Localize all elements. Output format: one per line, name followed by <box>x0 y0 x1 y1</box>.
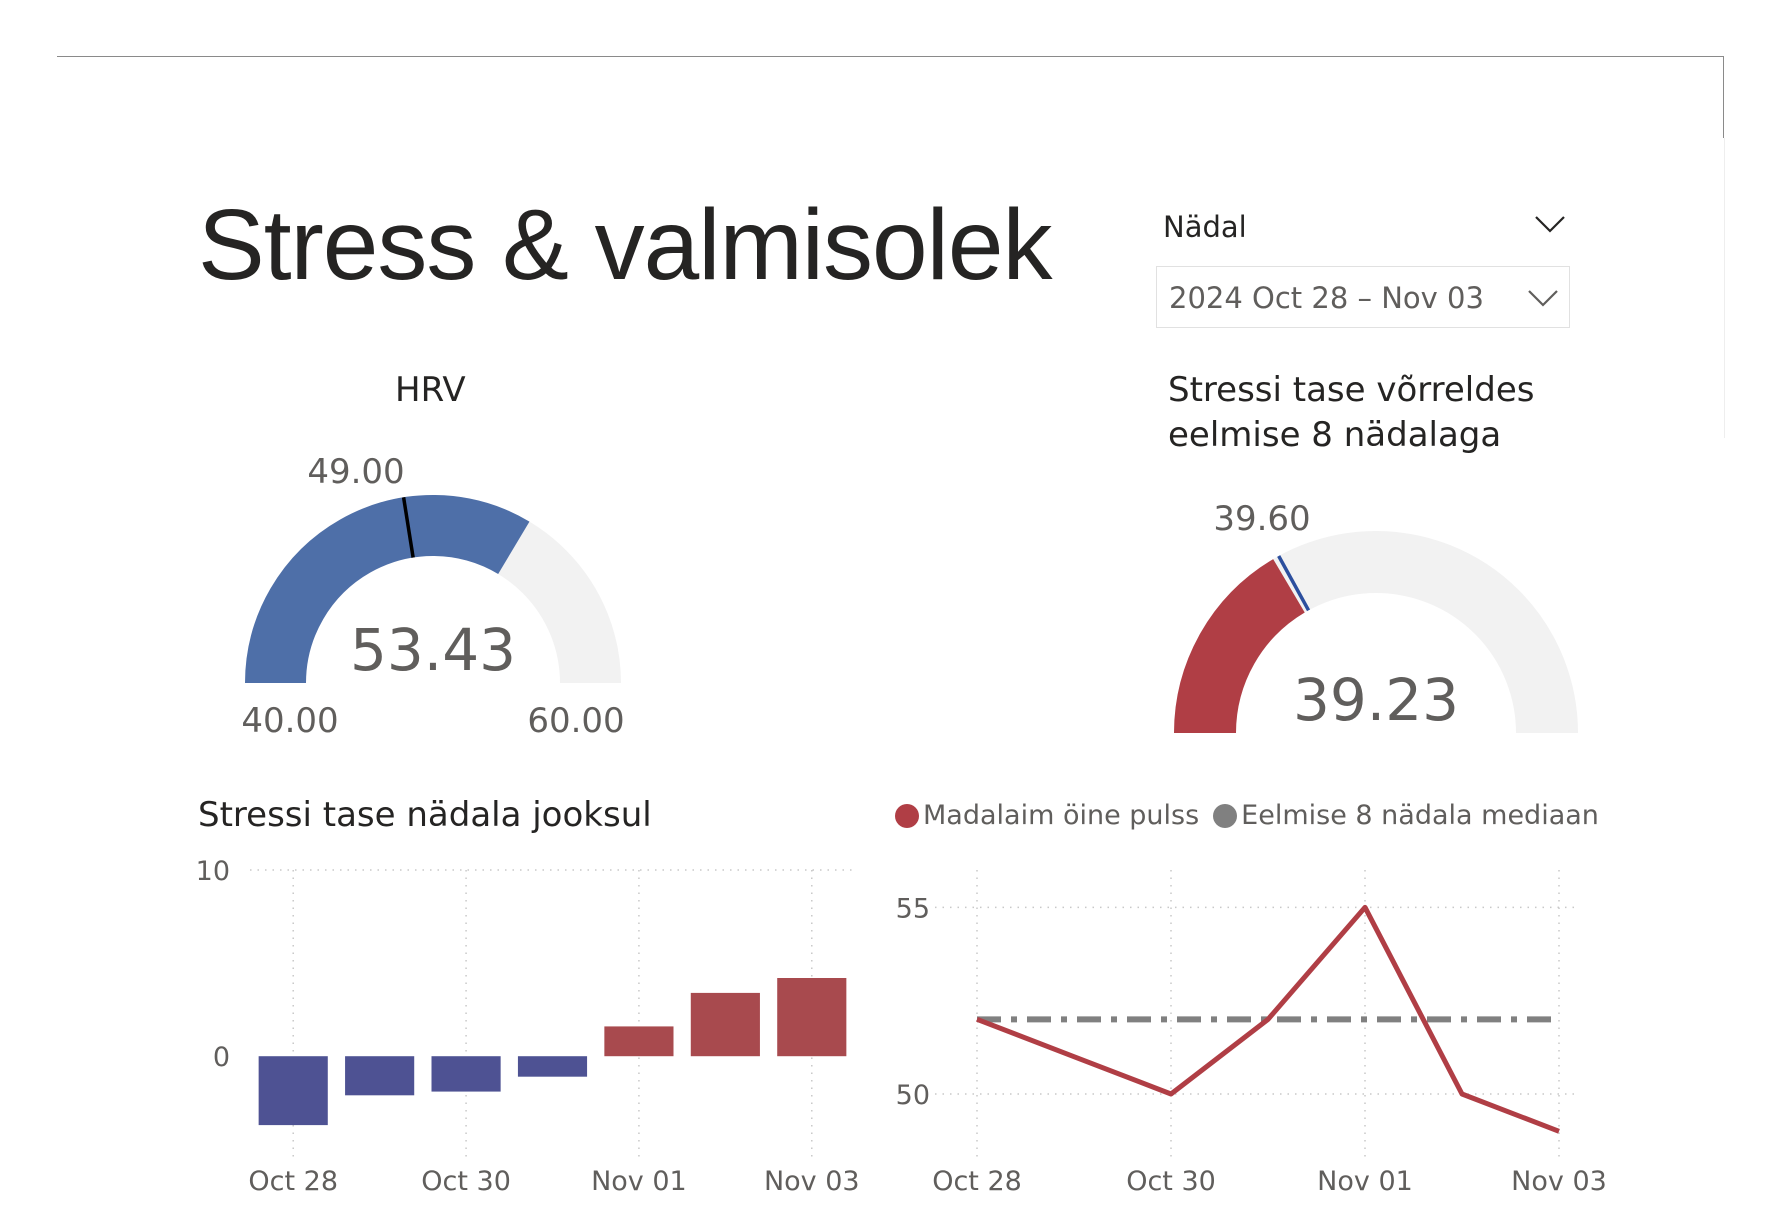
bar-chart-bar <box>517 1056 588 1077</box>
bar-chart-x-tick-label: Oct 30 <box>421 1166 511 1197</box>
hrv-gauge-track <box>245 495 621 684</box>
page-title: Stress & valmisolek <box>198 189 1052 301</box>
week-dropdown[interactable]: 2024 Oct 28 – Nov 03 <box>1156 266 1570 328</box>
bar-chart-bar <box>777 978 847 1057</box>
hrv-gauge-min-label: 40.00 <box>241 701 338 741</box>
bar-chart-bar <box>604 1026 674 1057</box>
bar-chart-bar <box>345 1056 415 1096</box>
week-dropdown-value: 2024 Oct 28 – Nov 03 <box>1169 281 1484 315</box>
bar-chart-y-tick-label: 10 <box>196 856 230 887</box>
line-chart-x-tick-label: Oct 28 <box>932 1166 1022 1197</box>
report-frame-right-border <box>1723 56 1724 138</box>
line-chart-series-resting-pulse <box>976 904 1560 1134</box>
line-chart-x-tick-label: Oct 30 <box>1126 1166 1216 1197</box>
stress-gauge-title-line2: eelmise 8 nädalaga <box>1168 415 1502 455</box>
bar-chart-bar <box>431 1056 501 1092</box>
line-chart-y-tick-label: 50 <box>896 1080 930 1111</box>
stress-gauge-target-marker <box>1277 555 1311 612</box>
legend-item-median[interactable]: Eelmise 8 nädala mediaan <box>1213 800 1599 831</box>
bar-chart-bar <box>258 1056 328 1126</box>
report-frame-faint-border <box>1724 138 1725 438</box>
hrv-gauge-fill <box>245 495 530 684</box>
bar-chart-title: Stressi tase nädala jooksul <box>198 795 652 835</box>
bar-chart-x-tick-label: Oct 28 <box>248 1166 338 1197</box>
bar-chart-x-tick-label: Nov 03 <box>764 1166 860 1197</box>
legend-dot <box>895 803 919 828</box>
line-chart-x-tick-label: Nov 01 <box>1317 1166 1413 1197</box>
legend-label: Madalaim öine pulss <box>923 800 1200 831</box>
week-slicer-label: Nädal <box>1163 210 1247 244</box>
bar-chart-x-tick-label: Nov 01 <box>591 1166 687 1197</box>
legend-label: Eelmise 8 nädala mediaan <box>1241 800 1599 831</box>
stress-gauge-value-label: 39.23 <box>1293 666 1459 734</box>
stress-gauge-title-line1: Stressi tase võrreldes <box>1168 370 1535 410</box>
hrv-gauge-title: HRV <box>395 370 466 410</box>
line-chart-legend: Madalaim öine pulss Eelmise 8 nädala med… <box>895 800 1613 831</box>
bar-chart-bar <box>690 992 760 1057</box>
hrv-gauge-max-label: 60.00 <box>527 701 624 741</box>
stress-gauge-target-label: 39.60 <box>1213 499 1310 539</box>
hrv-gauge-target-label: 49.00 <box>307 452 404 492</box>
chevron-down-icon[interactable] <box>1525 286 1561 310</box>
line-chart-x-tick-label: Nov 03 <box>1511 1166 1607 1197</box>
bar-chart-y-tick-label: 0 <box>213 1042 230 1073</box>
stress-gauge-fill <box>1174 559 1306 734</box>
stress-gauge-track <box>1174 531 1578 734</box>
legend-item-resting-pulse[interactable]: Madalaim öine pulss <box>895 800 1199 831</box>
legend-dot <box>1213 803 1238 828</box>
report-frame-top-border <box>57 56 1723 57</box>
line-chart-y-tick-label: 55 <box>896 893 930 924</box>
hrv-gauge-value-label: 53.43 <box>350 616 516 684</box>
slicer-collapse-chevron-icon[interactable] <box>1532 212 1568 236</box>
hrv-gauge-target-marker <box>401 497 415 558</box>
